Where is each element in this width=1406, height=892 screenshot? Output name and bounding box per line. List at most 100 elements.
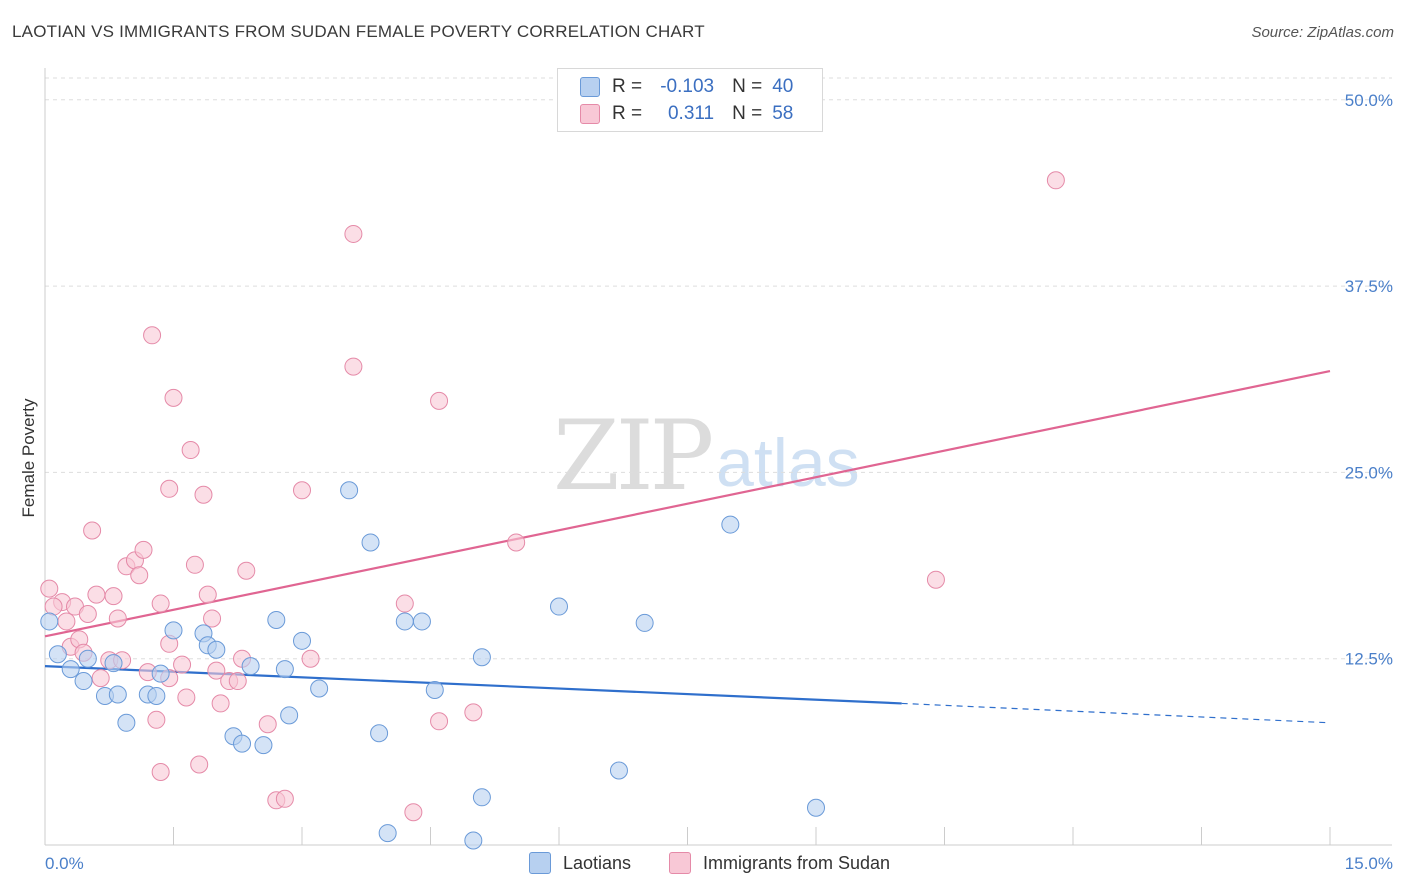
laotians-point — [108, 685, 127, 704]
watermark-zip: ZIP — [553, 400, 714, 512]
laotians-point — [280, 706, 299, 725]
tick-labels: 12.5% 25.0% 37.5% 50.0% 0.0% 15.0% — [45, 91, 1393, 873]
sudan-point — [151, 762, 170, 781]
watermark-atlas: atlas — [716, 425, 860, 501]
laotians-point — [378, 824, 397, 843]
laotians-point — [464, 831, 483, 850]
laotians-point — [550, 597, 568, 616]
laotians-point — [275, 660, 294, 679]
axes — [44, 68, 1392, 846]
sudan-point — [91, 669, 110, 688]
sudan-point — [228, 672, 247, 691]
laotians-point — [340, 481, 359, 500]
x-tick-label: 0.0% — [45, 854, 84, 873]
r-label: R = — [612, 76, 643, 97]
laotians-point — [241, 657, 260, 676]
laotians-point — [117, 713, 136, 732]
laotians-point — [472, 648, 491, 667]
sudan-point — [130, 566, 149, 585]
n-label: N = — [732, 76, 763, 97]
sudan-legend-label: Immigrants from Sudan — [703, 852, 891, 873]
sudan-point — [143, 326, 162, 345]
sudan-point — [87, 585, 106, 604]
y-tick-label: 25.0% — [1345, 463, 1393, 482]
sudan-point — [44, 597, 63, 616]
laotians-point — [164, 621, 183, 640]
r-label: R = — [612, 103, 643, 124]
laotians-point — [74, 672, 93, 691]
sudan-point — [293, 481, 311, 500]
sudan-point — [430, 391, 449, 410]
laotians-point — [635, 613, 654, 632]
laotians-legend-label: Laotians — [563, 852, 632, 873]
sudan-point — [134, 540, 153, 559]
laotians-point — [267, 610, 286, 629]
sudan-point — [160, 479, 179, 498]
sudan-point — [237, 561, 256, 580]
sudan-point — [203, 609, 222, 628]
data-points — [40, 171, 1065, 850]
sudan-point — [40, 579, 59, 598]
sudan-swatch — [580, 104, 600, 124]
n-value: 40 — [772, 76, 794, 97]
r-value: 0.311 — [667, 103, 715, 124]
laotians-point — [609, 761, 628, 780]
bottom-legend-laotians: Laotians — [529, 852, 631, 874]
sudan-point — [190, 755, 209, 774]
laotians-point — [412, 612, 431, 631]
n-value: 58 — [772, 103, 794, 124]
laotians-point — [78, 649, 97, 668]
source-credit: Source: ZipAtlas.com — [1251, 24, 1394, 41]
sudan-point — [108, 609, 127, 628]
laotians-point — [361, 533, 380, 552]
sudan-point — [177, 688, 196, 707]
laotians-point — [370, 724, 389, 743]
y-tick-label: 12.5% — [1345, 650, 1393, 669]
sudan-point — [78, 604, 97, 623]
sudan-point — [181, 441, 200, 460]
laotians-point — [472, 788, 491, 807]
legend-row-laotians: R = -0.103 N = 40 — [580, 75, 793, 99]
y-axis-label: Female Poverty — [19, 398, 38, 518]
laotians-point — [151, 664, 170, 683]
laotians-point — [310, 679, 329, 698]
sudan-point — [173, 655, 192, 674]
sudan-point — [275, 789, 294, 808]
sudan-trend-line — [44, 369, 1331, 638]
laotians-trend-extension — [901, 702, 1331, 724]
bottom-legend-sudan: Immigrants from Sudan — [669, 852, 890, 874]
laotians-point — [147, 686, 166, 705]
laotians-point — [254, 736, 273, 755]
laotians-point — [104, 654, 123, 673]
sudan-point — [258, 715, 277, 734]
sudan-point — [507, 533, 526, 552]
trend-lines — [44, 369, 1331, 724]
r-value: -0.103 — [660, 76, 715, 97]
laotians-point — [721, 515, 740, 534]
correlation-legend: R = -0.103 N = 40 R = 0.311 N = 58 — [557, 68, 823, 132]
sudan-point — [430, 712, 449, 731]
sudan-point — [1046, 171, 1065, 190]
sudan-point — [198, 585, 217, 604]
y-tick-label: 50.0% — [1345, 91, 1393, 110]
sudan-point — [395, 594, 414, 613]
laotians-point — [293, 631, 311, 650]
sudan-point — [344, 224, 363, 243]
chart-title: LAOTIAN VS IMMIGRANTS FROM SUDAN FEMALE … — [12, 22, 705, 41]
laotians-point — [233, 734, 252, 753]
sudan-point — [104, 587, 123, 606]
sudan-point — [404, 803, 423, 822]
sudan-point — [464, 703, 483, 722]
laotians-legend-swatch — [529, 852, 551, 874]
laotians-point — [40, 612, 59, 631]
sudan-point — [194, 485, 213, 504]
sudan-point — [147, 710, 166, 729]
sudan-legend-swatch — [669, 852, 691, 874]
sudan-point — [344, 357, 363, 376]
sudan-point — [83, 521, 102, 540]
laotians-point — [425, 681, 444, 699]
laotians-point — [395, 612, 414, 631]
laotians-point — [807, 798, 825, 817]
sudan-point — [151, 594, 170, 613]
